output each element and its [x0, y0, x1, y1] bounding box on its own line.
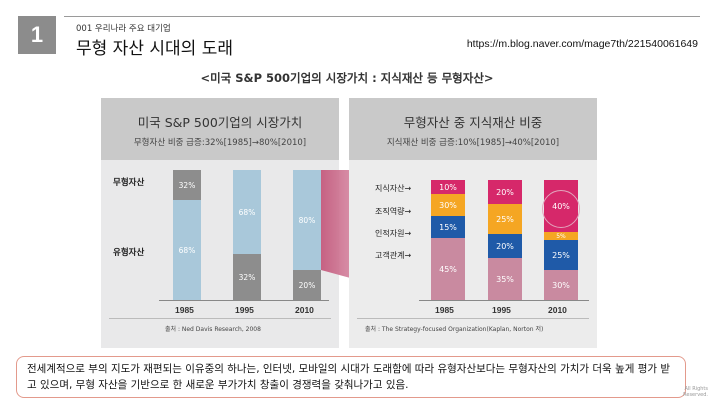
- rseg-hr-1985: 15%: [431, 216, 465, 238]
- left-panel-header: 미국 S&P 500기업의 시장가치 무형자산 비중 급증:32%[1985]→…: [101, 98, 339, 160]
- rseg-ip-1985: 10%: [431, 180, 465, 194]
- row-label-tangible: 유형자산: [113, 248, 145, 258]
- slide-number: 1: [18, 16, 56, 54]
- left-panel-subtitle: 무형자산 비중 급증:32%[1985]→80%[2010]: [133, 138, 307, 148]
- right-year-1985: 1985: [435, 305, 454, 315]
- rights-notice: All Rights Reserved.: [683, 386, 708, 398]
- slide-title: 무형 자산 시대의 도래: [76, 39, 233, 59]
- highlight-circle: [542, 190, 580, 228]
- rseg-org-2010: 5%: [544, 232, 578, 240]
- source-url[interactable]: https://m.blog.naver.com/mage7th/2215400…: [466, 38, 698, 50]
- rights-line-2: Reserved.: [683, 392, 708, 398]
- bar-segment-tangible-1985: 68%: [173, 200, 201, 300]
- row-label-org: 조직역량→: [375, 207, 412, 216]
- rseg-hr-2010: 25%: [544, 240, 578, 270]
- left-bar-1985: 32% 68%: [173, 170, 201, 300]
- left-year-1985: 1985: [175, 305, 194, 315]
- summary-box: 전세계적으로 부의 지도가 재편되는 이유중의 하나는, 인터넷, 모바일의 시…: [16, 356, 686, 398]
- rseg-customer-2010: 30%: [544, 270, 578, 300]
- right-panel-subtitle: 지식재산 비중 급증:10%[1985]→40%[2010]: [386, 138, 560, 148]
- right-credit-divider: [357, 318, 589, 319]
- left-bar-1995: 68% 32%: [233, 170, 261, 300]
- bar-segment-tangible-1995: 32%: [233, 254, 261, 300]
- rseg-org-1995: 25%: [488, 204, 522, 234]
- rseg-ip-1995: 20%: [488, 180, 522, 204]
- right-year-1995: 1995: [492, 305, 511, 315]
- left-axis-line: [159, 300, 329, 301]
- row-label-intangible: 무형자산: [113, 178, 145, 188]
- summary-text: 전세계적으로 부의 지도가 재편되는 이유중의 하나는, 인터넷, 모바일의 시…: [27, 363, 671, 391]
- rseg-customer-1995: 35%: [488, 258, 522, 300]
- infographic-figure: <미국 S&P 500기업의 시장가치 : 지식재산 등 무형자산> 미국 S&…: [89, 60, 605, 349]
- right-axis-line: [419, 300, 589, 301]
- row-label-customer: 고객관계→: [375, 251, 412, 260]
- bar-segment-intangible-1995: 68%: [233, 170, 261, 254]
- bar-segment-intangible-1985: 32%: [173, 170, 201, 200]
- bar-segment-tangible-2010: 20%: [293, 270, 321, 300]
- left-panel-title: 미국 S&P 500기업의 시장가치: [137, 115, 303, 130]
- header-divider: [64, 16, 700, 17]
- row-label-hr: 인적자원→: [375, 229, 412, 238]
- rseg-org-1985: 30%: [431, 194, 465, 216]
- slide-subtitle: 001 우리나라 주요 대기업: [76, 24, 171, 34]
- right-credit: 출처 : The Strategy-focused Organization(K…: [365, 326, 544, 333]
- left-year-2010: 2010: [295, 305, 314, 315]
- bar-segment-intangible-2010: 80%: [293, 170, 321, 270]
- left-bar-2010: 80% 20%: [293, 170, 321, 300]
- right-panel-header: 무형자산 중 지식재산 비중 지식재산 비중 급증:10%[1985]→40%[…: [349, 98, 597, 160]
- right-panel-title: 무형자산 중 지식재산 비중: [403, 115, 543, 130]
- right-bar-1985: 10% 30% 15% 45%: [431, 180, 465, 300]
- rights-line-1: All Rights: [684, 386, 708, 392]
- rseg-hr-1995: 20%: [488, 234, 522, 258]
- rseg-customer-1985: 45%: [431, 238, 465, 300]
- figure-title: <미국 S&P 500기업의 시장가치 : 지식재산 등 무형자산>: [200, 71, 494, 85]
- row-label-ip: 지식자산→: [375, 184, 412, 193]
- left-credit-divider: [109, 318, 331, 319]
- left-credit: 출처 : Ned Davis Research, 2008: [165, 326, 261, 333]
- right-bar-1995: 20% 25% 20% 35%: [488, 180, 522, 300]
- left-year-1995: 1995: [235, 305, 254, 315]
- right-year-2010: 2010: [548, 305, 567, 315]
